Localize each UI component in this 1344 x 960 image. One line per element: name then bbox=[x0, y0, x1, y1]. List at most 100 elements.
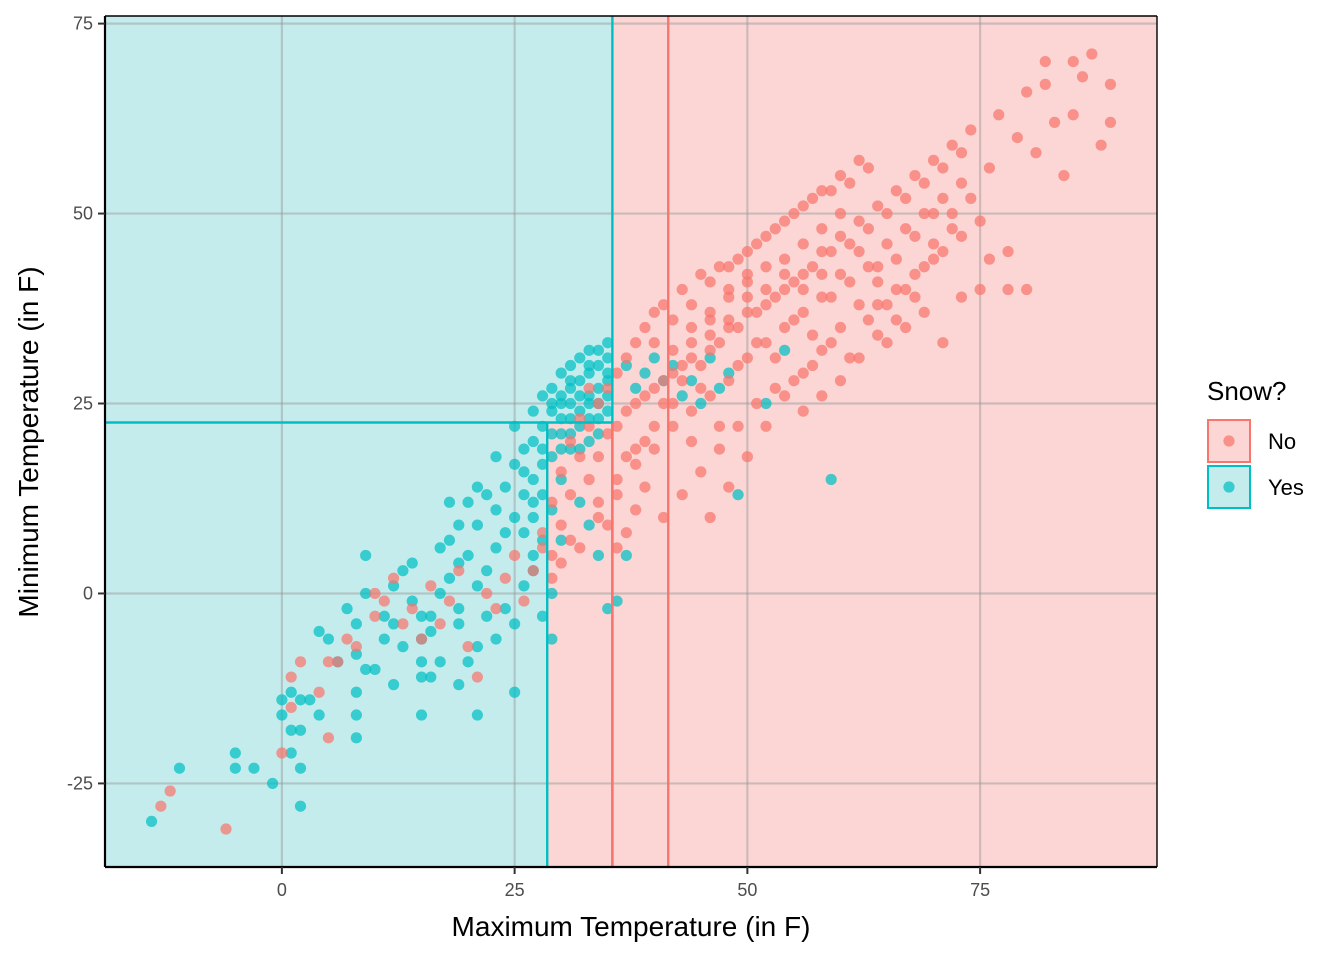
point-yes bbox=[276, 709, 288, 721]
point-no bbox=[918, 177, 930, 189]
point-yes bbox=[592, 344, 605, 356]
point-no bbox=[751, 397, 763, 410]
point-no bbox=[620, 527, 632, 539]
point-yes bbox=[350, 618, 362, 630]
point-no bbox=[816, 291, 828, 303]
point-no bbox=[779, 283, 791, 296]
point-no bbox=[779, 268, 791, 280]
point-yes bbox=[564, 375, 577, 387]
point-no bbox=[667, 314, 679, 326]
x-tick-label: 25 bbox=[505, 880, 525, 900]
point-no bbox=[648, 337, 660, 349]
point-no bbox=[974, 283, 986, 296]
y-tick-label: 0 bbox=[83, 583, 93, 603]
point-no bbox=[890, 253, 902, 265]
point-no bbox=[611, 542, 623, 554]
x-axis-title: Maximum Temperature (in F) bbox=[452, 911, 811, 942]
point-yes bbox=[611, 595, 623, 607]
point-no bbox=[760, 337, 772, 349]
point-no bbox=[1086, 48, 1098, 60]
point-yes bbox=[350, 709, 362, 721]
point-yes bbox=[173, 762, 186, 774]
point-yes bbox=[536, 610, 549, 622]
point-no bbox=[760, 420, 772, 432]
point-yes bbox=[462, 656, 474, 668]
point-yes bbox=[555, 390, 567, 402]
point-no bbox=[844, 276, 856, 288]
point-no bbox=[695, 268, 707, 280]
point-no bbox=[741, 245, 753, 258]
point-no bbox=[797, 367, 809, 379]
point-no bbox=[751, 306, 763, 318]
point-no bbox=[685, 405, 698, 417]
point-no bbox=[695, 359, 707, 372]
point-yes bbox=[294, 800, 307, 812]
point-no bbox=[890, 185, 902, 197]
point-no bbox=[564, 534, 577, 546]
point-no bbox=[946, 139, 958, 151]
point-yes bbox=[313, 709, 325, 721]
point-no bbox=[900, 223, 912, 235]
point-no bbox=[574, 451, 586, 463]
point-no bbox=[1021, 86, 1033, 98]
point-no bbox=[927, 253, 940, 265]
point-yes bbox=[434, 587, 446, 600]
point-no bbox=[657, 299, 670, 311]
x-tick-labels: 0 25 50 75 bbox=[277, 880, 990, 900]
point-no bbox=[983, 253, 996, 265]
point-no bbox=[462, 641, 474, 653]
point-no bbox=[704, 306, 716, 318]
point-no bbox=[834, 207, 847, 220]
point-no bbox=[546, 549, 558, 562]
point-no bbox=[620, 352, 632, 364]
legend-key-no bbox=[1207, 419, 1251, 463]
point-yes bbox=[527, 511, 539, 524]
point-no bbox=[955, 177, 968, 189]
point-no bbox=[853, 245, 865, 258]
point-no bbox=[164, 785, 176, 797]
point-no bbox=[518, 595, 530, 607]
point-no bbox=[769, 223, 781, 235]
point-yes bbox=[434, 542, 446, 554]
point-no bbox=[909, 291, 921, 303]
point-yes bbox=[360, 587, 372, 600]
x-tick-label: 75 bbox=[970, 880, 990, 900]
point-yes bbox=[360, 549, 372, 562]
point-no bbox=[853, 215, 865, 227]
point-no bbox=[825, 337, 837, 349]
point-no bbox=[564, 489, 577, 501]
point-no bbox=[406, 603, 418, 615]
point-yes bbox=[592, 382, 605, 394]
y-axis-title: Minimum Temperature (in F) bbox=[13, 266, 44, 617]
point-no bbox=[332, 656, 344, 668]
point-no bbox=[667, 344, 679, 356]
point-no bbox=[751, 238, 763, 250]
point-no bbox=[676, 359, 688, 372]
point-yes bbox=[555, 428, 567, 440]
point-yes bbox=[546, 451, 558, 463]
decision-regions bbox=[105, 16, 1157, 867]
point-no bbox=[639, 435, 651, 448]
point-no bbox=[620, 405, 632, 417]
point-yes bbox=[555, 367, 567, 379]
y-tick-label: 75 bbox=[73, 14, 93, 34]
point-no bbox=[927, 154, 940, 166]
point-no bbox=[788, 276, 800, 288]
point-no bbox=[862, 162, 874, 174]
point-no bbox=[685, 435, 698, 448]
point-no bbox=[602, 382, 614, 394]
point-no bbox=[546, 496, 558, 508]
point-no bbox=[834, 375, 847, 387]
point-no bbox=[388, 572, 400, 584]
point-yes bbox=[145, 815, 158, 828]
point-no bbox=[685, 321, 698, 334]
point-no bbox=[779, 253, 791, 265]
point-no bbox=[1039, 55, 1051, 68]
point-no bbox=[630, 443, 642, 455]
point-no bbox=[704, 276, 716, 288]
point-no bbox=[685, 299, 698, 311]
point-yes bbox=[322, 633, 335, 645]
point-no bbox=[1021, 283, 1033, 296]
point-no bbox=[853, 154, 865, 166]
point-no bbox=[294, 656, 307, 668]
